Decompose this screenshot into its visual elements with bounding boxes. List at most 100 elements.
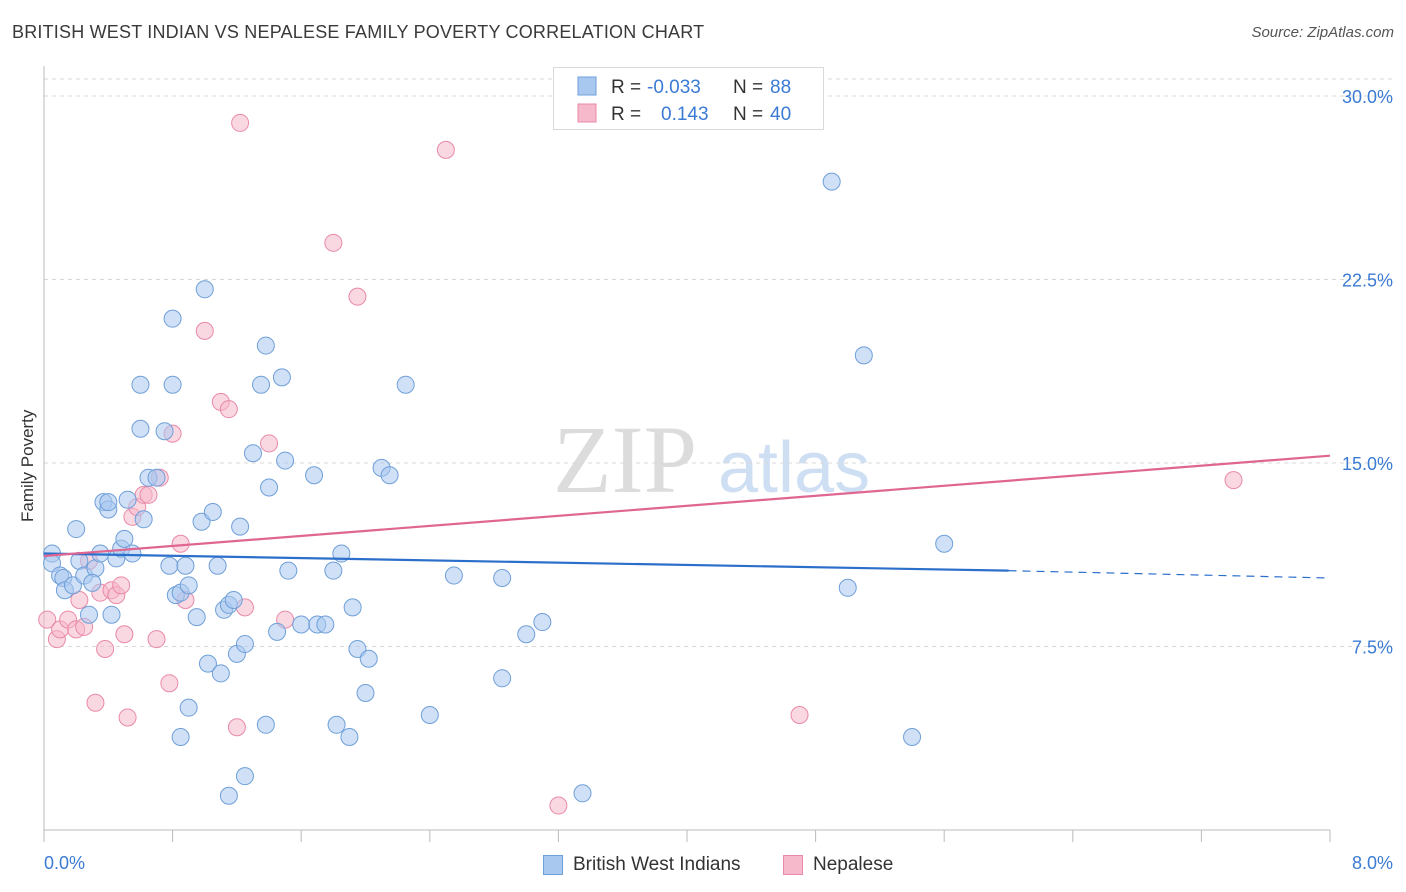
british-west-indians-point [163,375,182,394]
british-west-indians-point [493,669,512,688]
british-west-indians-point [160,556,179,575]
nepalese-point [231,113,250,132]
blue-trend-line [43,552,1009,572]
legend-item-british-west-indians[interactable]: British West Indians [543,854,741,876]
british-west-indians-point [260,478,279,497]
bottom-legend: British West Indians Nepalese [0,850,1406,880]
british-west-indians-point [340,728,359,747]
british-west-indians-point [147,468,166,487]
british-west-indians-point [155,422,174,441]
british-west-indians-point [343,598,362,617]
legend-n-label: N = [733,77,763,98]
legend-n-label: N = [733,104,763,125]
legend-r-label: R = [611,104,641,125]
british-west-indians-point [838,578,857,597]
trend-lines [43,454,1331,579]
british-west-indians-point [131,375,150,394]
nepalese-point [96,639,115,658]
british-west-indians-point [208,556,227,575]
legend-r-label: R = [611,77,641,98]
british-west-indians-point [231,517,250,536]
nepalese-point [139,485,158,504]
nepalese-point [38,610,57,629]
legend-r-value: -0.033 [647,77,701,98]
british-west-indians-point [211,664,230,683]
british-west-indians-point [359,649,378,668]
y-tick-label: 22.5% [1342,271,1393,291]
nepalese-point [147,630,166,649]
gridlines [44,78,1392,648]
british-west-indians-point [179,576,198,595]
british-west-indians-point [292,615,311,634]
british-west-indians-point [256,336,275,355]
watermark: ZIP atlas [553,406,870,513]
legend-swatch-blue [577,76,597,96]
british-west-indians-point [573,784,592,803]
axes [43,66,1331,842]
british-west-indians-point [134,510,153,529]
y-tick-label: 30.0% [1342,87,1393,107]
british-west-indians-point [420,706,439,725]
british-west-indians-point [243,444,262,463]
legend-r-value: 0.143 [661,104,709,125]
british-west-indians-point [179,698,198,717]
british-west-indians-point [356,683,375,702]
british-west-indians-point [327,715,346,734]
y-tick-label: 7.5% [1352,638,1393,658]
british-west-indians-point [198,654,217,673]
nepalese-point [260,434,279,453]
british-west-indians-point [276,451,295,470]
british-west-indians-point [822,172,841,191]
british-west-indians-point [80,605,99,624]
nepalese-point [86,693,105,712]
nepalese-point [549,796,568,815]
british-west-indians-point [99,493,118,512]
legend-swatch-pink [783,855,803,875]
legend-label: British West Indians [573,854,741,875]
nepalese-point [115,625,134,644]
nepalese-point [324,233,343,252]
nepalese-point [348,287,367,306]
legend-n-value: 40 [770,104,791,125]
nepalese-point [227,718,246,737]
british-west-indians-point [324,561,343,580]
x-tick-label: 0.0% [44,853,85,873]
watermark-atlas: atlas [718,428,870,508]
british-west-indians-point [305,466,324,485]
british-west-indians-point [235,767,254,786]
british-west-indians-point [854,346,873,365]
british-west-indians-point [118,490,137,509]
nepalese-point [1224,471,1243,490]
british-west-indians-point [171,728,190,747]
nepalese-point [118,708,137,727]
pink-trend-line [43,454,1331,558]
nepalese-point [112,576,131,595]
nepalese-point [160,674,179,693]
british-west-indians-point [279,561,298,580]
legend-item-nepalese[interactable]: Nepalese [783,854,893,876]
british-west-indians-point [102,605,121,624]
british-west-indians-point [115,529,134,548]
chart-source: Source: ZipAtlas.com [1251,24,1394,41]
legend-swatch-blue [543,855,563,875]
british-west-indians-point [83,573,102,592]
blue-trend-extension [1008,570,1331,579]
british-west-indians-point [203,502,222,521]
nepalese-point [171,534,190,553]
british-west-indians-point [252,375,271,394]
british-west-indians-point [256,715,275,734]
british-west-indians-point [272,368,291,387]
british-west-indians-point [176,556,195,575]
british-west-indians-point [163,309,182,328]
british-west-indians-point [396,375,415,394]
nepalese-point [195,321,214,340]
nepalese-point [436,140,455,159]
british-west-indians-point [316,615,335,634]
nepalese-point [790,706,809,725]
british-west-indians-point [268,622,287,641]
legend-n-value: 88 [770,77,791,98]
british-west-indians-point [187,608,206,627]
y-tick-label: 15.0% [1342,454,1393,474]
watermark-zip: ZIP [553,406,697,513]
